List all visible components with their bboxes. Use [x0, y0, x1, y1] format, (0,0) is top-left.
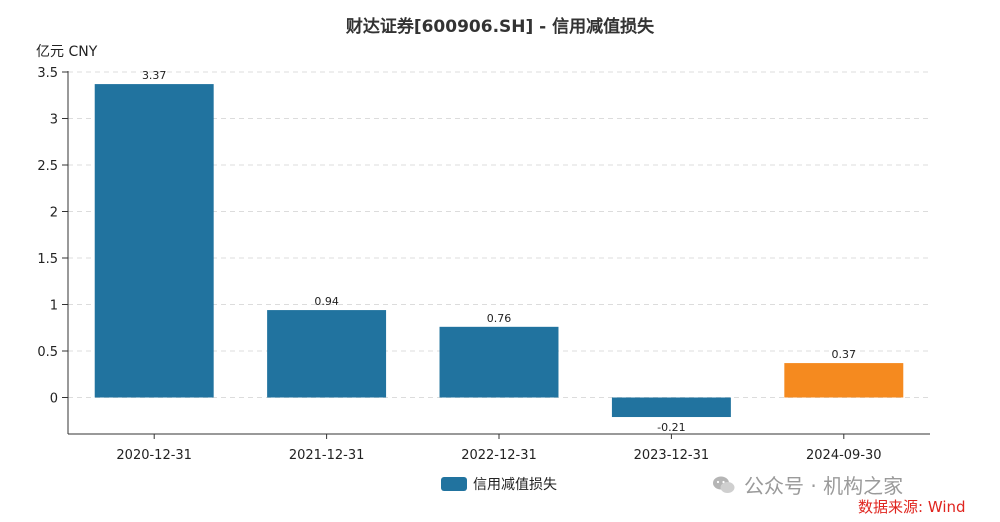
watermark: 公众号 · 机构之家: [712, 470, 903, 499]
bar-value-label: 0.94: [314, 295, 339, 308]
x-tick-label: 2024-09-30: [806, 448, 882, 463]
x-tick-label: 2020-12-31: [116, 448, 192, 463]
bar-value-label: 0.76: [487, 312, 512, 325]
axes: 0 0.5 1 1.5 2 2.5 3 3.5 2020-12-31 2021-12-31 2022…: [37, 66, 930, 463]
bar: [267, 310, 387, 398]
bar-value-label: 3.37: [142, 69, 167, 82]
x-tick-label: 2021-12-31: [289, 448, 365, 463]
data-source: 数据来源: Wind: [858, 498, 966, 516]
y-tick-label: 0: [50, 392, 58, 407]
y-tick-label: 0.5: [37, 345, 58, 360]
bar: [94, 84, 214, 398]
y-tick-label: 2.5: [37, 159, 58, 174]
y-tick-label: 1.5: [37, 252, 58, 267]
bar: [611, 397, 731, 418]
data-labels: 3.37 0.94 0.76 -0.21 0.37: [142, 69, 856, 434]
y-tick-label: 3: [50, 113, 58, 128]
legend[interactable]: 信用减值损失: [441, 474, 557, 494]
y-tick-label: 3.5: [37, 66, 58, 81]
legend-swatch: [441, 477, 467, 491]
x-tick-label: 2022-12-31: [461, 448, 537, 463]
x-tick-label: 2023-12-31: [634, 448, 710, 463]
y-axis-unit-label: 亿元 CNY: [36, 44, 98, 60]
bar: [439, 326, 559, 398]
wechat-icon: [713, 476, 735, 493]
bar: [784, 363, 904, 398]
legend-label: 信用减值损失: [473, 477, 557, 493]
bars: [94, 84, 904, 418]
bar-value-label: 0.37: [832, 348, 857, 361]
bar-value-label: -0.21: [657, 421, 685, 434]
chart-title: 财达证券[600906.SH] - 信用减值损失: [345, 17, 655, 37]
y-tick-label: 2: [50, 206, 58, 221]
watermark-text: 公众号 · 机构之家: [744, 474, 904, 498]
y-tick-label: 1: [50, 299, 58, 314]
